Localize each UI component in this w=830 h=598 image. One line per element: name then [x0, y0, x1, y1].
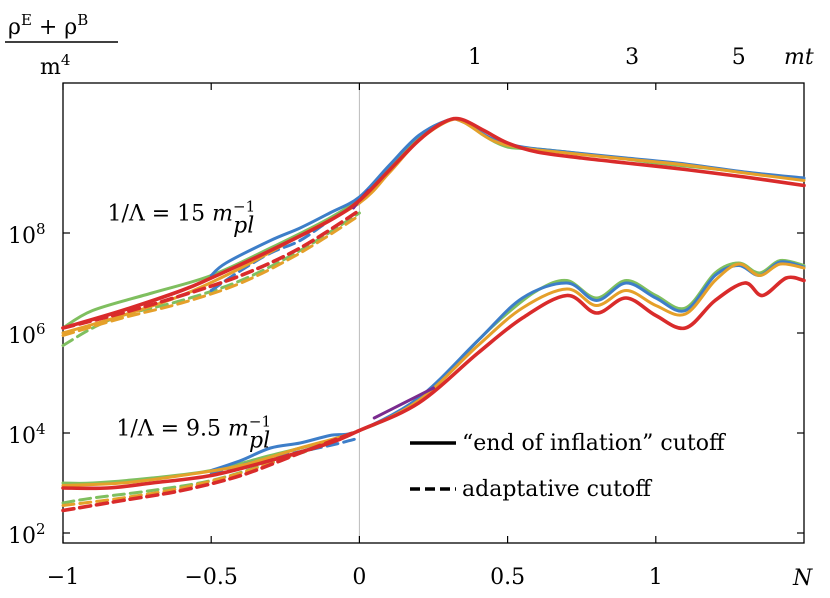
annotation-m: m: [228, 417, 249, 442]
y-tick-exponent: 6: [36, 320, 46, 338]
annotation-sub: pl: [249, 429, 270, 454]
series-lower-red-solid: [61, 275, 806, 491]
series-upper-red-dashed: [61, 208, 362, 330]
y-tick-exponent: 8: [36, 220, 46, 238]
y-tick-label: 104: [8, 420, 46, 449]
legend-label-dashed: adaptative cutoff: [462, 477, 652, 502]
x-tick-label: −1: [47, 565, 79, 590]
annotation-upper: 1/Λ = 15 m−1: [107, 198, 255, 227]
top-tick-label: 5: [732, 45, 746, 70]
y-tick-base: 10: [8, 524, 36, 549]
annotation-m: m: [212, 202, 233, 227]
y-axis-label: ρE + ρB m4: [5, 11, 118, 80]
annotation-prefix: 1/Λ = 9.5: [116, 417, 228, 442]
annotation-sub: pl: [233, 214, 254, 239]
series-lower-orange-dashed: [61, 429, 361, 507]
series-upper-orange-dashed: [61, 214, 361, 337]
top-tick-label: 3: [625, 45, 639, 70]
y-tick-base: 10: [8, 224, 36, 249]
y-tick-exponent: 4: [36, 420, 46, 438]
top-axis-ticks: 1 3 5: [468, 45, 746, 70]
annotation-lower: 1/Λ = 9.5 m−1: [116, 413, 271, 442]
series-lower-orange-solid: [61, 262, 806, 487]
series-lower-purple-solid: [372, 386, 435, 420]
x-tick-label: 0: [352, 565, 366, 590]
series-upper-green-dashed: [61, 211, 361, 347]
annotation-sup: −1: [249, 413, 271, 431]
y-tick-base: 10: [8, 424, 36, 449]
x-tick-label: 1: [649, 565, 663, 590]
series-group: [61, 116, 806, 513]
x-axis-label: N: [792, 566, 813, 591]
y-label-denominator: m4: [40, 51, 70, 80]
x-tick-label: 0.5: [490, 565, 525, 590]
y-tick-base: 10: [8, 324, 36, 349]
series-lower-green-solid: [61, 258, 806, 485]
series-lower-red-dashed: [61, 428, 362, 513]
annotation-sup: −1: [233, 198, 255, 216]
series-upper-red-solid: [61, 116, 806, 330]
x-axis-ticks: −1 −0.5 0 0.5 1: [47, 83, 663, 590]
top-axis-label: mt: [784, 45, 814, 70]
y-tick-label: 108: [8, 220, 46, 249]
legend: “end of inflation” cutoff adaptative cut…: [410, 431, 726, 502]
legend-label-solid: “end of inflation” cutoff: [462, 431, 726, 456]
y-tick-label: 106: [8, 320, 46, 349]
top-tick-label: 1: [468, 45, 482, 70]
y-label-numerator: ρE + ρB: [8, 11, 88, 40]
y-tick-exponent: 2: [36, 520, 46, 538]
x-tick-label: −0.5: [184, 565, 237, 590]
y-tick-label: 102: [8, 520, 46, 549]
annotation-prefix: 1/Λ = 15: [107, 202, 212, 227]
plot-frame: [62, 82, 805, 544]
